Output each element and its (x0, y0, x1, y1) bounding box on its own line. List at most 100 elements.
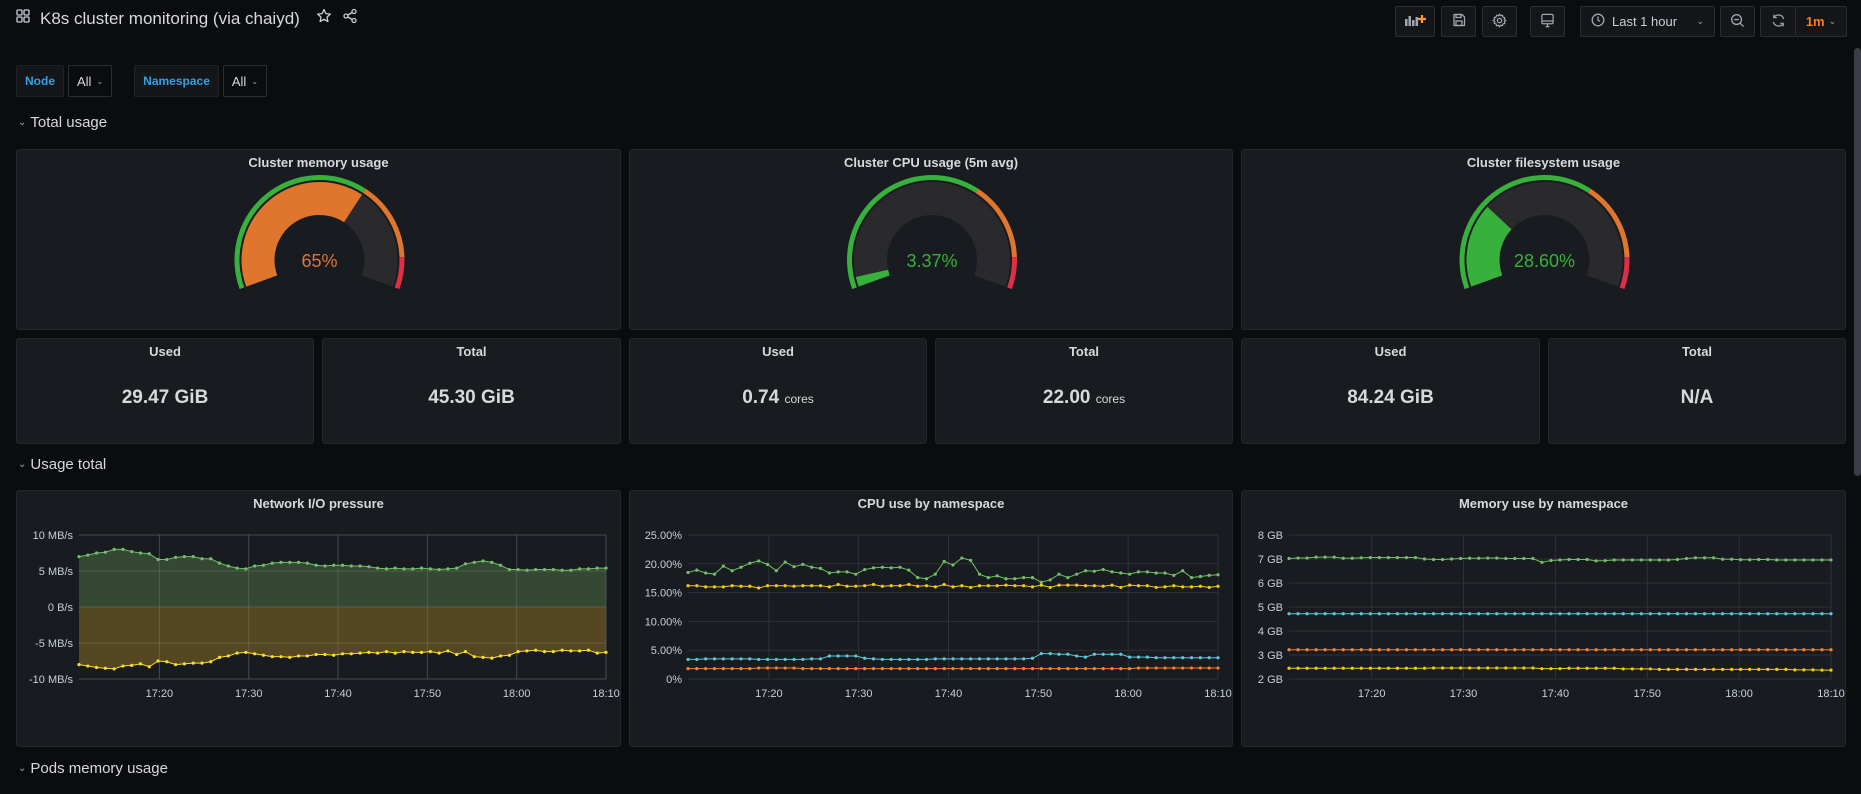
data-point (907, 667, 911, 671)
data-point (1359, 666, 1363, 670)
zoom-out-button[interactable] (1720, 6, 1755, 37)
add-panel-button[interactable] (1395, 6, 1435, 37)
gauge-chart: 65% (234, 175, 405, 290)
data-point (792, 657, 796, 662)
data-point (1431, 648, 1436, 652)
data-point (1721, 612, 1725, 616)
data-point (1030, 667, 1035, 671)
panel-cluster-cpu-usage[interactable]: Cluster CPU usage (5m avg) 3.37% (629, 149, 1233, 330)
stat-cpu-total[interactable]: Total 22.00 cores (935, 338, 1233, 444)
data-point (871, 582, 876, 587)
data-point (863, 656, 867, 660)
clock-icon (1591, 13, 1605, 30)
tv-mode-button[interactable] (1530, 6, 1565, 37)
data-point (1305, 556, 1309, 560)
data-point (94, 551, 99, 555)
panel-cpu-use-by-namespace[interactable]: CPU use by namespace 25.00% 20.00% 15.00% 1… (629, 490, 1233, 747)
chevron-down-icon: ⌄ (18, 459, 27, 470)
data-point (1684, 667, 1689, 671)
stat-value: 22.00 cores (936, 387, 1232, 409)
data-point (933, 572, 937, 576)
row-header-usage-total[interactable]: ⌄ Usage total (18, 456, 106, 473)
data-point (916, 657, 920, 662)
stat-filesystem-used[interactable]: Used 84.24 GiB (1241, 338, 1540, 444)
stat-filesystem-total[interactable]: Total N/A (1548, 338, 1846, 444)
time-range-picker[interactable]: Last 1 hour ⌄ (1580, 6, 1715, 37)
stat-value: 0.74 cores (630, 387, 926, 409)
refresh-interval-picker[interactable]: 1m ⌄ (1795, 6, 1847, 37)
panel-title: Network I/O pressure (253, 496, 384, 511)
gauge-chart: 28.60% (1459, 175, 1630, 290)
data-point (1296, 612, 1300, 616)
y-tick-label: 25.00% (645, 530, 683, 542)
panel-cluster-filesystem-usage[interactable]: Cluster filesystem usage 28.60% (1241, 149, 1846, 330)
data-point (332, 653, 336, 657)
page-scrollbar[interactable] (1854, 48, 1861, 476)
data-point (969, 585, 973, 590)
x-tick-label: 17:20 (755, 688, 783, 700)
data-point (446, 567, 450, 571)
data-point (1341, 648, 1345, 652)
data-point (1648, 612, 1652, 616)
x-tick-label: 17:50 (414, 688, 442, 700)
data-point (712, 667, 717, 671)
star-icon[interactable] (316, 8, 332, 29)
panel-network-io-pressure[interactable]: Network I/O pressure 10 MB/s 5 MB/s 0 B/s -… (16, 490, 621, 747)
timeseries-chart[interactable]: 25.00% 20.00% 15.00% 10.00% 5.00% 0% 17:20 17:3… (630, 491, 1234, 748)
data-point (1486, 648, 1490, 652)
data-point (1522, 648, 1526, 652)
data-point (428, 567, 432, 571)
row-header-pods-memory-usage[interactable]: ⌄ Pods memory usage (18, 760, 168, 777)
data-point (1693, 648, 1698, 652)
data-point (1368, 555, 1372, 560)
data-point (792, 584, 796, 588)
row-title-total-usage: Total usage (30, 114, 108, 131)
data-point (960, 556, 964, 560)
data-point (1675, 557, 1680, 562)
data-point (924, 577, 929, 581)
dashboard-settings-button[interactable] (1482, 6, 1517, 37)
stat-number: 22.00 (1042, 387, 1091, 408)
variable-value-namespace: All (231, 73, 247, 89)
data-point (569, 568, 573, 572)
save-dashboard-button[interactable] (1441, 6, 1476, 37)
stat-cpu-used[interactable]: Used 0.74 cores (629, 338, 927, 444)
refresh-button[interactable] (1760, 6, 1796, 37)
dashboard-title[interactable]: K8s cluster monitoring (via chaiyd) (40, 8, 300, 28)
data-point (898, 584, 902, 588)
stat-memory-used[interactable]: Used 29.47 GiB (16, 338, 314, 444)
data-point (437, 651, 441, 655)
y-tick-label: 5 MB/s (39, 566, 74, 578)
data-point (569, 649, 573, 653)
data-point (86, 664, 90, 668)
data-point (1323, 648, 1327, 652)
data-point (1022, 667, 1026, 671)
data-point (951, 657, 955, 661)
data-point (542, 650, 547, 654)
timeseries-chart[interactable]: 10 MB/s 5 MB/s 0 B/s -5 MB/s -10 MB/s 17:20 17… (17, 491, 622, 748)
data-point (1793, 558, 1797, 562)
data-point (1163, 656, 1167, 660)
variable-select-node[interactable]: All ⌄ (68, 65, 113, 97)
variable-select-namespace[interactable]: All ⌄ (222, 65, 268, 97)
share-icon[interactable] (342, 8, 358, 29)
data-point (516, 650, 520, 654)
data-point (1039, 667, 1043, 671)
x-tick-label: 17:30 (845, 688, 873, 700)
data-point (1172, 573, 1176, 577)
panel-title: Used (1374, 344, 1407, 359)
data-point (296, 560, 301, 564)
data-point (1775, 612, 1779, 616)
panel-memory-use-by-namespace[interactable]: Memory use by namespace 8 GB 7 GB 6 GB 5 GB… (1241, 490, 1846, 747)
dashboard-grid-icon[interactable] (16, 9, 30, 28)
data-point (1811, 558, 1815, 562)
data-point (525, 568, 529, 572)
data-point (986, 667, 990, 671)
data-point (1811, 648, 1815, 652)
panel-cluster-memory-usage[interactable]: Cluster memory usage 65% (16, 149, 621, 330)
data-point (739, 667, 743, 671)
row-header-total-usage[interactable]: ⌄ Total usage (18, 114, 107, 131)
stat-memory-total[interactable]: Total 45.30 GiB (322, 338, 621, 444)
data-point (1540, 612, 1544, 616)
timeseries-chart[interactable]: 8 GB 7 GB 6 GB 5 GB 4 GB 3 GB 2 GB 17:20 17:30 17… (1242, 491, 1847, 748)
